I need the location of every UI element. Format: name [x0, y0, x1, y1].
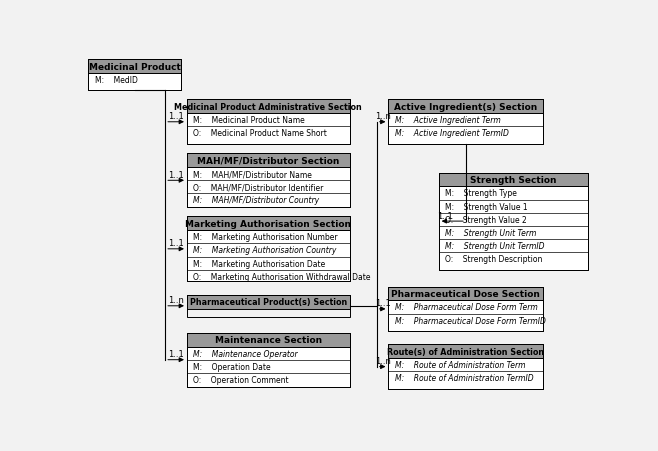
Bar [187, 217, 349, 281]
Text: 1..n: 1..n [374, 112, 390, 121]
Bar [388, 359, 544, 389]
Text: O:    Marketing Authorisation Withdrawal Date: O: Marketing Authorisation Withdrawal Da… [193, 272, 370, 281]
Bar [388, 287, 544, 301]
Text: O:    Strength Description: O: Strength Description [445, 254, 542, 263]
Bar [187, 100, 349, 114]
Text: M:    Route of Administration TermID: M: Route of Administration TermID [395, 373, 533, 382]
Text: M:    Pharmaceutical Dose Form Term: M: Pharmaceutical Dose Form Term [395, 303, 538, 312]
Bar [388, 301, 544, 331]
Bar [388, 100, 544, 145]
Text: M:    MAH/MF/Distributor Country: M: MAH/MF/Distributor Country [193, 196, 319, 205]
Text: M:    MAH/MF/Distributor Name: M: MAH/MF/Distributor Name [193, 170, 312, 179]
Bar [187, 231, 349, 281]
Text: Pharmaceutical Product(s) Section: Pharmaceutical Product(s) Section [190, 298, 347, 307]
Bar [388, 345, 544, 389]
Bar [187, 217, 349, 231]
Bar [187, 295, 349, 309]
Bar [388, 287, 544, 331]
Bar [388, 345, 544, 359]
Text: M:    Marketing Authorisation Country: M: Marketing Authorisation Country [193, 246, 336, 255]
Text: M:    Route of Administration Term: M: Route of Administration Term [395, 360, 525, 369]
Text: 1..1: 1..1 [437, 211, 453, 220]
Text: Medicinal Product: Medicinal Product [89, 63, 181, 72]
Bar [88, 74, 182, 91]
Text: M:    Operation Date: M: Operation Date [193, 362, 270, 371]
Text: M:    Pharmaceutical Dose Form TermID: M: Pharmaceutical Dose Form TermID [395, 316, 545, 325]
Text: 1..n: 1..n [374, 356, 390, 365]
Text: 1..1: 1..1 [168, 350, 184, 359]
Bar [88, 60, 182, 74]
Bar [187, 168, 349, 208]
Bar [439, 173, 588, 187]
Bar [187, 100, 349, 145]
Text: M:    Strength Type: M: Strength Type [445, 189, 517, 198]
Text: M:    MedID: M: MedID [95, 76, 138, 85]
Bar [187, 154, 349, 208]
Text: 1..n: 1..n [168, 295, 184, 304]
Bar [439, 187, 588, 270]
Bar [88, 60, 182, 91]
Text: Medicinal Product Administrative Section: Medicinal Product Administrative Section [174, 103, 362, 112]
Text: Strength Section: Strength Section [470, 175, 557, 184]
Text: 1..1: 1..1 [168, 170, 184, 179]
Text: 1..1: 1..1 [168, 112, 184, 121]
Text: M:    Active Ingredient TermID: M: Active Ingredient TermID [395, 129, 509, 138]
Text: O:    Medicinal Product Name Short: O: Medicinal Product Name Short [193, 129, 327, 138]
Bar [187, 333, 349, 387]
Text: M:    Medicinal Product Name: M: Medicinal Product Name [193, 116, 305, 125]
Text: M:    Strength Value 1: M: Strength Value 1 [445, 202, 528, 211]
Text: O:    Operation Comment: O: Operation Comment [193, 375, 289, 384]
Text: Maintenance Section: Maintenance Section [215, 336, 322, 345]
Text: MAH/MF/Distributor Section: MAH/MF/Distributor Section [197, 156, 340, 166]
Text: Pharmaceutical Dose Section: Pharmaceutical Dose Section [392, 290, 540, 298]
Bar [187, 114, 349, 145]
Text: Active Ingredient(s) Section: Active Ingredient(s) Section [394, 103, 538, 112]
Text: M:    Marketing Authorisation Date: M: Marketing Authorisation Date [193, 259, 325, 268]
Text: M:    Marketing Authorisation Number: M: Marketing Authorisation Number [193, 233, 338, 242]
Bar [187, 295, 349, 317]
Text: 1..1: 1..1 [168, 239, 184, 248]
Bar [187, 333, 349, 347]
Text: Route(s) of Administration Section: Route(s) of Administration Section [388, 347, 544, 356]
Text: Marketing Authorisation Section: Marketing Authorisation Section [186, 220, 351, 228]
Text: O:    MAH/MF/Distributor Identifier: O: MAH/MF/Distributor Identifier [193, 183, 324, 192]
Bar [439, 173, 588, 270]
Bar [187, 154, 349, 168]
Text: M:    Strength Unit TermID: M: Strength Unit TermID [445, 241, 544, 250]
Bar [388, 100, 544, 114]
Bar [187, 347, 349, 387]
Text: M:    Active Ingredient Term: M: Active Ingredient Term [395, 116, 500, 125]
Bar [388, 114, 544, 145]
Text: M:    Strength Unit Term: M: Strength Unit Term [445, 228, 536, 237]
Text: O:    Strength Value 2: O: Strength Value 2 [445, 215, 526, 224]
Text: M:    Maintenance Operator: M: Maintenance Operator [193, 349, 297, 358]
Text: 1..1: 1..1 [374, 299, 390, 308]
